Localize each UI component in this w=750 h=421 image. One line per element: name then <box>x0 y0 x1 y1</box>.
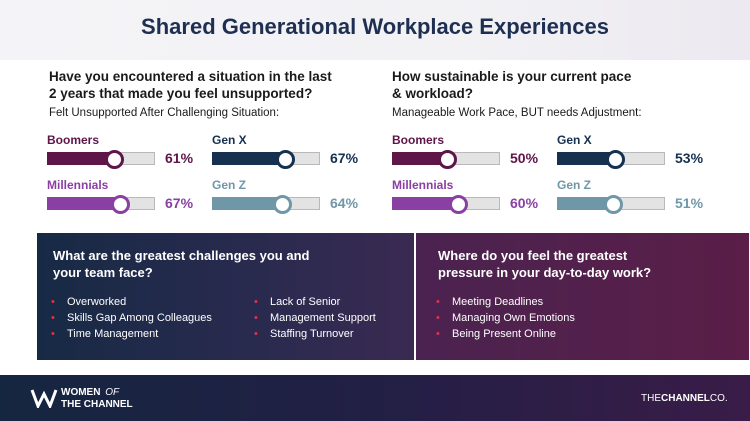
left-subtitle: Felt Unsupported After Challenging Situa… <box>49 107 280 119</box>
bar <box>392 197 458 210</box>
list-item: • Being Present Online <box>436 328 556 340</box>
list-item: • Managing Own Emotions <box>436 312 575 324</box>
women-of-the-channel-logo-icon <box>30 389 58 408</box>
logo-line1: WOMEN OF <box>61 387 119 398</box>
challenges-panel: What are the greatest challenges you and… <box>37 233 414 360</box>
challenges-list-col1: • Overworked • Skills Gap Among Colleagues… <box>51 294 212 342</box>
challenges-heading: What are the greatest challenges you and… <box>53 247 309 281</box>
brand-channel: CHANNEL <box>661 393 710 404</box>
bullet-icon: • <box>51 312 55 324</box>
bullet-icon: • <box>51 328 55 340</box>
bar-value-label: 50% <box>510 150 539 166</box>
bar-category-label: Gen X <box>557 133 592 147</box>
bar-knob-icon <box>276 150 296 169</box>
slide-title: Shared Generational Workplace Experience… <box>141 14 609 39</box>
list-item: • Overworked <box>51 296 127 308</box>
bullet-icon: • <box>254 296 258 308</box>
right-question-line1: How sustainable is your current pace <box>392 69 632 84</box>
left-question: Have you encountered a situation in the … <box>49 68 332 102</box>
logo-line2: THE CHANNEL <box>61 399 133 410</box>
bar-track <box>392 150 500 169</box>
bar-value-label: 64% <box>330 195 359 211</box>
bar-knob-icon <box>273 195 293 214</box>
bar-knob-icon <box>606 150 626 169</box>
pressure-list: • Meeting Deadlines • Managing Own Emotion… <box>436 294 575 342</box>
bar <box>557 152 616 165</box>
bar <box>392 152 447 165</box>
bar-category-label: Boomers <box>47 133 100 147</box>
bullet-icon: • <box>436 312 440 324</box>
bullet-icon: • <box>51 296 55 308</box>
challenges-list-col2: • Lack of Senior • Management Support • Sta… <box>254 294 376 342</box>
list-item: • Meeting Deadlines <box>436 296 544 308</box>
list-item: • Time Management <box>51 328 159 340</box>
pressure-heading-line1: Where do you feel the greatest <box>438 248 628 263</box>
pressure-panel: Where do you feel the greatest pressure … <box>416 233 749 360</box>
bar-category-label: Boomers <box>392 133 445 147</box>
bar-category-label: Millennials <box>392 178 454 192</box>
bar-knob-icon <box>448 195 468 214</box>
pressure-heading-line2: pressure in your day-to-day work? <box>438 265 652 280</box>
brand-logo: THECHANNELCO. <box>641 393 728 404</box>
right-question-line2: & workload? <box>392 86 474 101</box>
left-question-line1: Have you encountered a situation in the … <box>49 69 332 84</box>
bar <box>212 197 283 210</box>
challenges-heading-line2: your team face? <box>53 265 153 280</box>
pressure-heading: Where do you feel the greatest pressure … <box>438 247 651 281</box>
left-question-line2: 2 years that made you feel unsupported? <box>49 86 313 101</box>
bar <box>557 197 614 210</box>
bar-category-label: Gen Z <box>212 178 247 192</box>
brand-the: THE <box>641 393 661 404</box>
bar-track <box>392 195 500 214</box>
logo-of: OF <box>105 387 120 398</box>
list-item: • Skills Gap Among Colleagues <box>51 312 212 324</box>
list-item: • Lack of Senior <box>254 296 341 308</box>
bar-value-label: 61% <box>165 150 194 166</box>
right-question: How sustainable is your current pace & w… <box>392 68 631 102</box>
bar-knob-icon <box>604 195 624 214</box>
bar-track <box>212 195 320 214</box>
logo-women: WOMEN <box>61 387 101 398</box>
bar-knob-icon <box>438 150 457 169</box>
bar-knob-icon <box>111 195 131 214</box>
bullet-icon: • <box>254 328 258 340</box>
bar-track <box>212 150 320 169</box>
list-item: • Staffing Turnover <box>254 328 354 340</box>
bar-track <box>47 150 155 169</box>
bar-category-label: Gen X <box>212 133 247 147</box>
bar-category-label: Millennials <box>47 178 109 192</box>
bar-value-label: 67% <box>330 150 359 166</box>
bar-track <box>557 195 665 214</box>
bar <box>212 152 286 165</box>
bar-value-label: 51% <box>675 195 704 211</box>
bullet-icon: • <box>254 312 258 324</box>
right-subtitle: Manageable Work Pace, BUT needs Adjustme… <box>392 107 642 119</box>
bar <box>47 197 121 210</box>
bullet-icon: • <box>436 296 440 308</box>
bullet-icon: • <box>436 328 440 340</box>
footer-band: WOMEN OF THE CHANNEL THECHANNELCO. <box>0 375 750 421</box>
bar-knob-icon <box>104 150 124 169</box>
bar-category-label: Gen Z <box>557 178 592 192</box>
brand-co: CO. <box>709 393 728 404</box>
bar-value-label: 60% <box>510 195 539 211</box>
bar <box>47 152 114 165</box>
bar-track <box>47 195 155 214</box>
bar-value-label: 67% <box>165 195 194 211</box>
title-band <box>0 0 750 60</box>
bar-value-label: 53% <box>675 150 704 166</box>
list-item: • Management Support <box>254 312 376 324</box>
bar-track <box>557 150 665 169</box>
challenges-heading-line1: What are the greatest challenges you and <box>53 248 310 263</box>
